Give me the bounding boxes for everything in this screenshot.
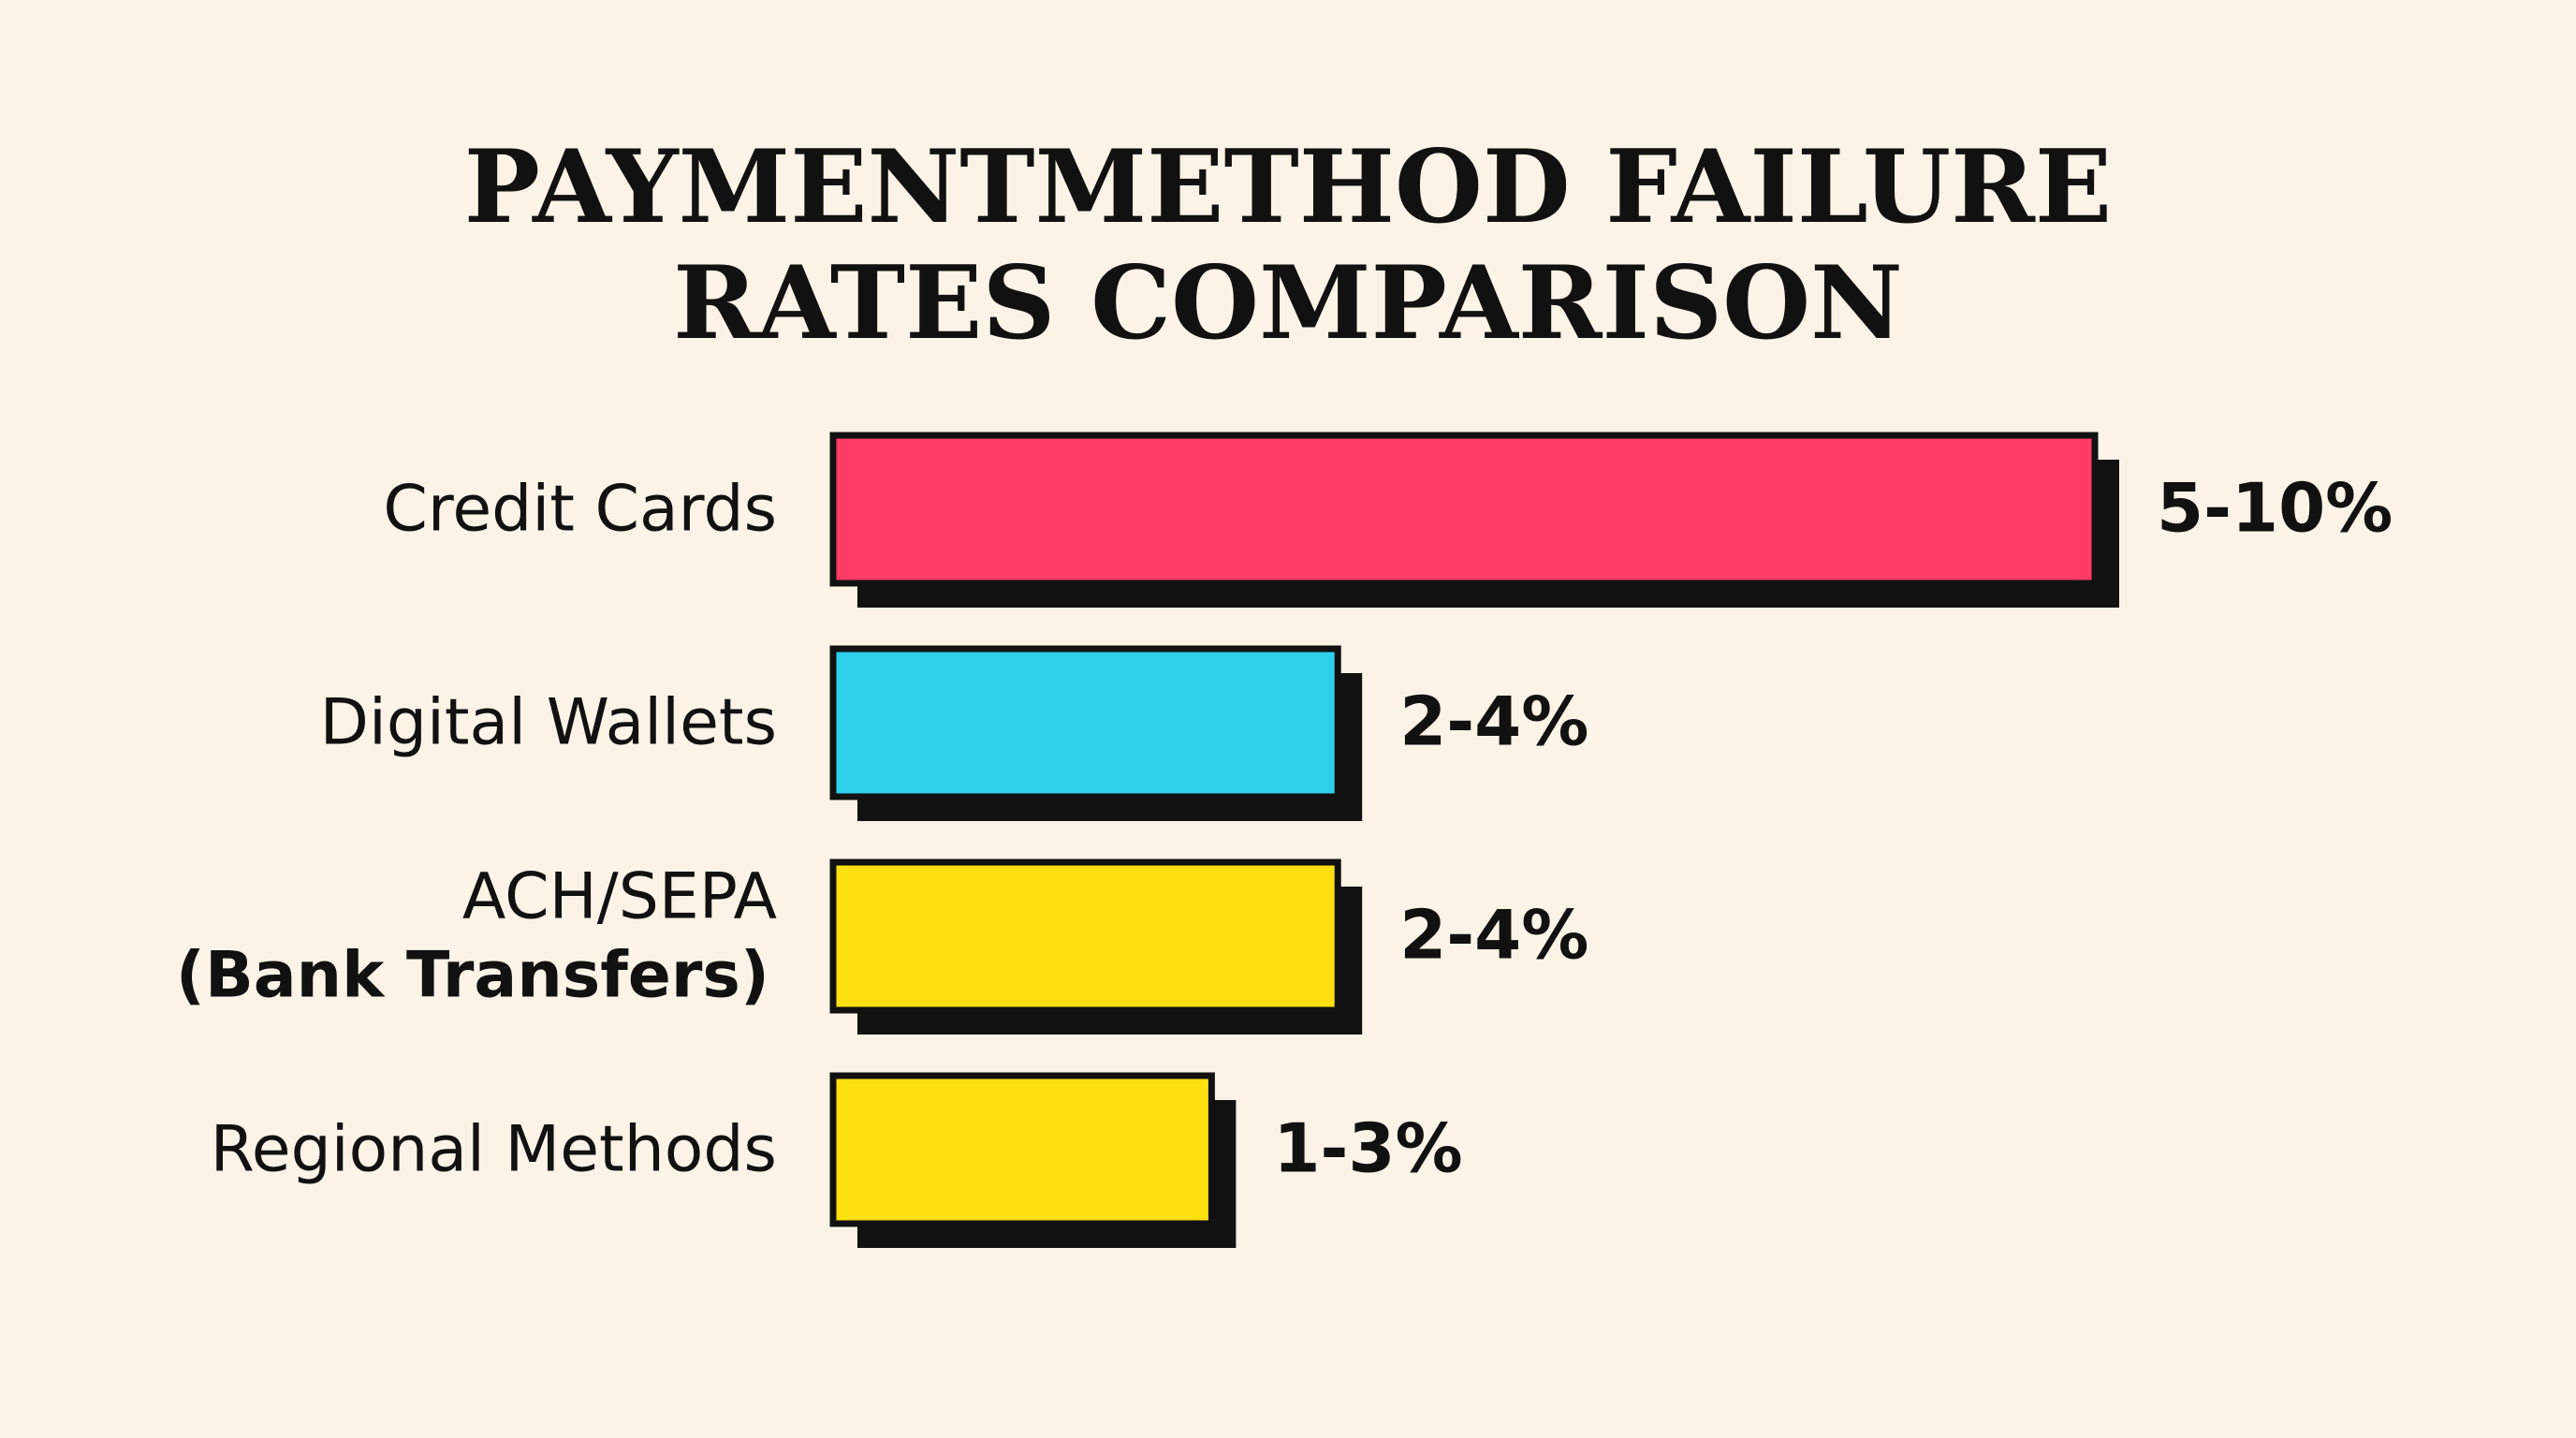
chart-title: PAYMENTMETHOD FAILURE RATES COMPARISON [464, 128, 2112, 362]
value-label: 5-10% [2157, 469, 2393, 548]
category-label: Digital Wallets [320, 686, 777, 760]
category-label: Regional Methods [211, 1113, 777, 1187]
category-label: ACH/SEPA [462, 860, 777, 934]
title-line: PAYMENTMETHOD FAILURE [464, 128, 2112, 246]
title-line: RATES COMPARISON [673, 244, 1903, 362]
value-label: 2-4% [1399, 896, 1588, 975]
value-label: 1-3% [1273, 1109, 1462, 1188]
category-sublabel: (Bank Transfers) [176, 939, 769, 1013]
value-label: 2-4% [1399, 682, 1588, 761]
bar [829, 858, 1341, 1014]
bar [829, 432, 2099, 587]
bar [829, 1072, 1215, 1227]
bar [829, 645, 1341, 800]
category-label: Credit Cards [383, 473, 777, 547]
